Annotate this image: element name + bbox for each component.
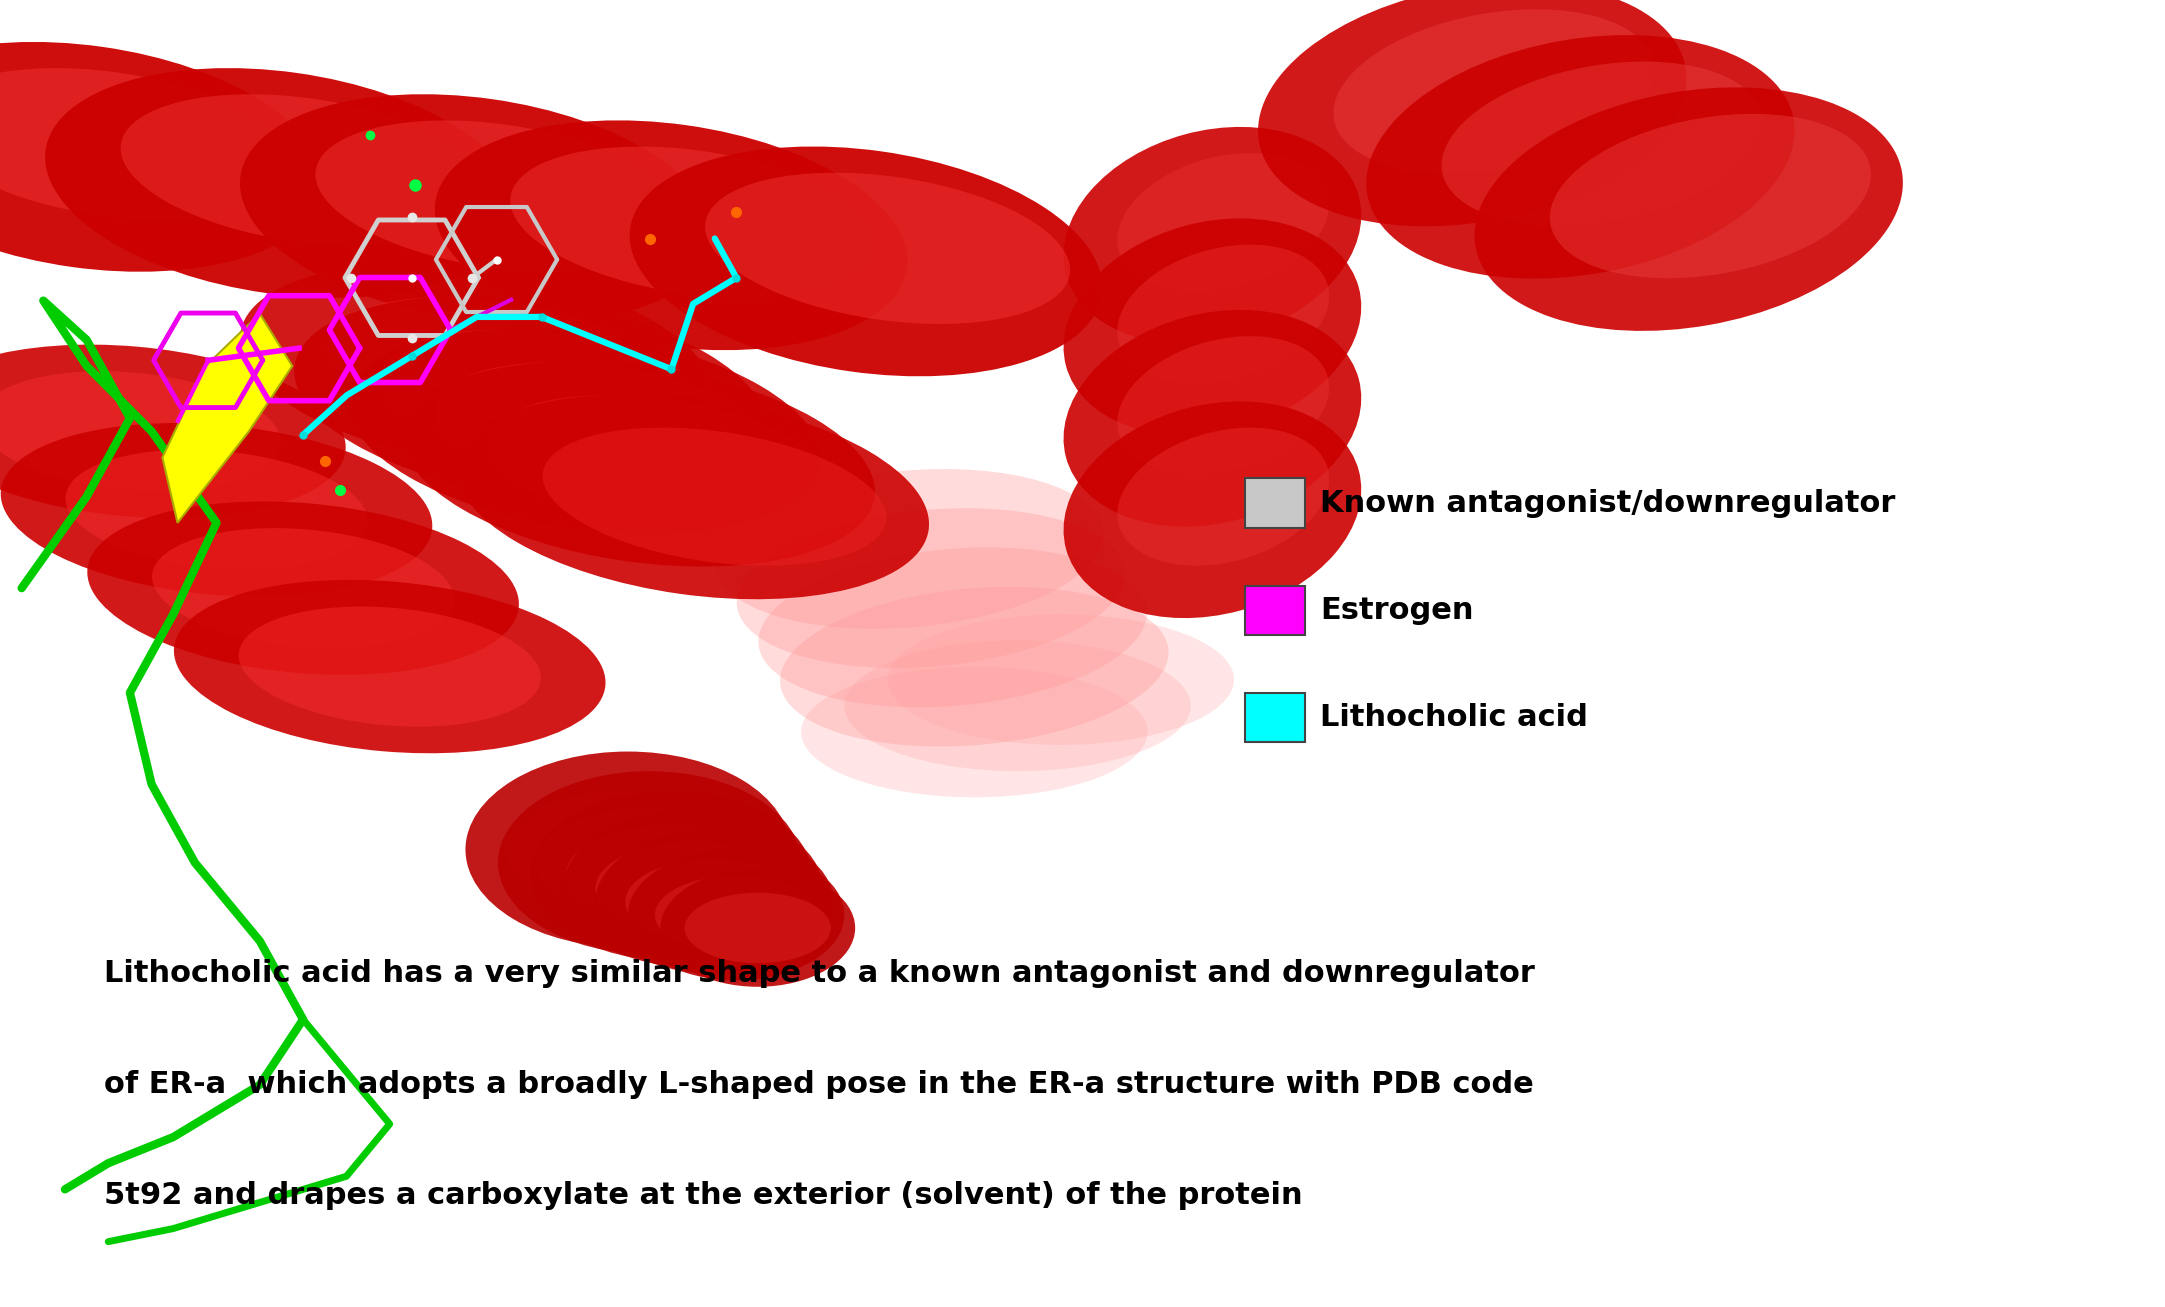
Ellipse shape — [457, 395, 929, 599]
Ellipse shape — [1117, 244, 1329, 383]
Ellipse shape — [628, 850, 844, 980]
Ellipse shape — [327, 297, 669, 435]
Ellipse shape — [565, 825, 777, 927]
Ellipse shape — [349, 329, 821, 533]
Ellipse shape — [779, 587, 1169, 746]
Ellipse shape — [240, 264, 712, 468]
Ellipse shape — [1442, 61, 1762, 226]
Ellipse shape — [403, 362, 875, 566]
Ellipse shape — [173, 580, 606, 753]
Text: Estrogen: Estrogen — [1321, 596, 1474, 625]
Ellipse shape — [0, 42, 323, 272]
Ellipse shape — [489, 395, 831, 533]
Ellipse shape — [595, 830, 834, 974]
Ellipse shape — [660, 869, 855, 987]
Ellipse shape — [152, 528, 455, 648]
Ellipse shape — [706, 173, 1070, 324]
Ellipse shape — [543, 427, 885, 566]
Ellipse shape — [240, 94, 712, 324]
Ellipse shape — [654, 876, 816, 954]
Ellipse shape — [238, 606, 541, 727]
Ellipse shape — [1550, 114, 1871, 278]
Ellipse shape — [1063, 218, 1362, 435]
Bar — [1245, 586, 1305, 635]
Ellipse shape — [294, 297, 766, 501]
Ellipse shape — [595, 842, 790, 936]
Ellipse shape — [0, 68, 290, 220]
Ellipse shape — [626, 859, 803, 945]
Ellipse shape — [435, 120, 907, 350]
Ellipse shape — [65, 450, 368, 570]
Ellipse shape — [684, 893, 831, 963]
Ellipse shape — [1258, 0, 1687, 226]
Text: Known antagonist/downregulator: Known antagonist/downregulator — [1321, 489, 1897, 518]
Ellipse shape — [530, 791, 812, 961]
Ellipse shape — [121, 94, 485, 246]
Polygon shape — [162, 314, 292, 523]
Ellipse shape — [381, 329, 723, 468]
Ellipse shape — [507, 791, 749, 908]
Ellipse shape — [45, 68, 517, 298]
Text: Lithocholic acid has a very similar shape to a known antagonist and downregulato: Lithocholic acid has a very similar shap… — [104, 959, 1535, 988]
Ellipse shape — [498, 771, 801, 954]
Ellipse shape — [511, 146, 875, 298]
Text: Lithocholic acid: Lithocholic acid — [1321, 703, 1589, 732]
Ellipse shape — [801, 667, 1147, 797]
Ellipse shape — [465, 752, 790, 948]
Ellipse shape — [1063, 310, 1362, 527]
Ellipse shape — [535, 808, 762, 918]
Ellipse shape — [0, 345, 346, 518]
Ellipse shape — [630, 146, 1102, 376]
Text: of ER-a  which adopts a broadly L-shaped pose in the ER-a structure with PDB cod: of ER-a which adopts a broadly L-shaped … — [104, 1070, 1533, 1099]
Ellipse shape — [0, 423, 433, 596]
Ellipse shape — [1117, 427, 1329, 566]
Ellipse shape — [888, 614, 1234, 745]
Ellipse shape — [736, 508, 1126, 668]
Ellipse shape — [1063, 401, 1362, 618]
Text: 5t92 and drapes a carboxylate at the exterior (solvent) of the protein: 5t92 and drapes a carboxylate at the ext… — [104, 1182, 1303, 1210]
Ellipse shape — [1063, 127, 1362, 344]
Ellipse shape — [0, 371, 281, 491]
Ellipse shape — [1334, 9, 1654, 174]
Bar — [1245, 693, 1305, 742]
Ellipse shape — [758, 548, 1147, 707]
Ellipse shape — [1366, 35, 1795, 278]
Bar — [1245, 478, 1305, 528]
Ellipse shape — [844, 640, 1191, 771]
Ellipse shape — [563, 810, 823, 967]
Ellipse shape — [1117, 153, 1329, 291]
Ellipse shape — [87, 502, 520, 674]
Ellipse shape — [714, 469, 1104, 629]
Ellipse shape — [316, 120, 680, 272]
Ellipse shape — [435, 362, 777, 501]
Ellipse shape — [1474, 88, 1903, 331]
Ellipse shape — [1117, 336, 1329, 474]
